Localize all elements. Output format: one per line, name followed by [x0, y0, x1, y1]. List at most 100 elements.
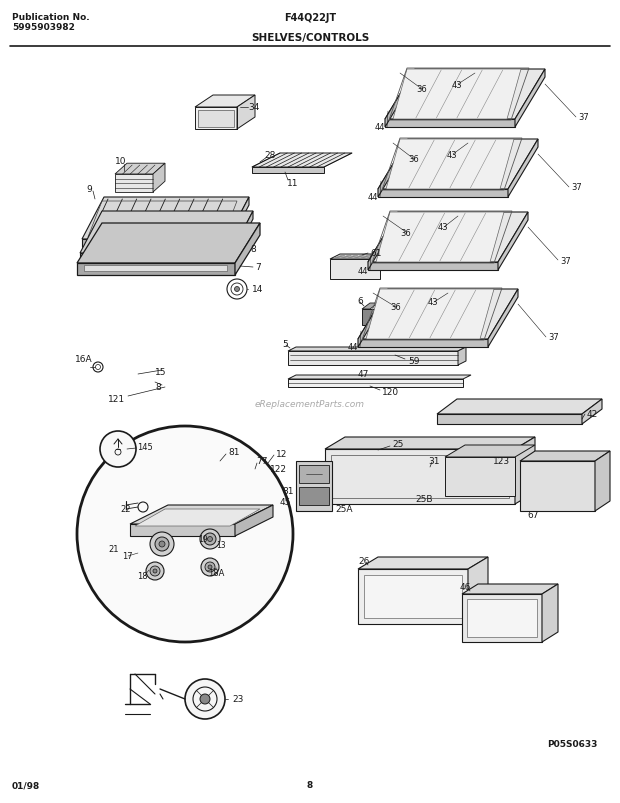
Polygon shape — [330, 259, 380, 279]
Text: 123: 123 — [493, 457, 510, 466]
Text: 61: 61 — [370, 248, 381, 257]
Polygon shape — [582, 400, 602, 425]
Polygon shape — [299, 466, 329, 483]
Circle shape — [200, 694, 210, 704]
Text: 28: 28 — [264, 151, 275, 161]
Text: 37: 37 — [548, 333, 559, 342]
Text: 122: 122 — [270, 465, 287, 474]
Text: 44: 44 — [358, 266, 368, 275]
Polygon shape — [358, 569, 468, 624]
Text: 16A: 16A — [75, 355, 92, 364]
Text: 18A: 18A — [208, 569, 224, 578]
Polygon shape — [252, 154, 352, 168]
Text: 8: 8 — [307, 781, 313, 789]
Text: 6: 6 — [357, 297, 363, 306]
Polygon shape — [542, 585, 558, 642]
Polygon shape — [130, 505, 273, 524]
Text: 31: 31 — [428, 457, 440, 466]
Polygon shape — [462, 585, 558, 594]
Text: 9: 9 — [86, 185, 92, 194]
Polygon shape — [288, 376, 471, 380]
Text: 21: 21 — [108, 544, 118, 554]
Text: 12: 12 — [276, 450, 288, 459]
Circle shape — [155, 537, 169, 552]
Text: 81: 81 — [228, 448, 239, 457]
Text: 34: 34 — [248, 104, 259, 112]
Polygon shape — [515, 438, 535, 504]
Text: 37: 37 — [578, 113, 589, 122]
Polygon shape — [198, 111, 234, 128]
Polygon shape — [378, 140, 538, 190]
Polygon shape — [77, 224, 260, 263]
Text: 145: 145 — [137, 443, 153, 452]
Text: 42: 42 — [587, 410, 598, 419]
Polygon shape — [385, 120, 515, 128]
Text: 44: 44 — [368, 194, 378, 202]
Polygon shape — [299, 487, 329, 505]
Polygon shape — [498, 213, 528, 271]
Polygon shape — [445, 458, 515, 496]
Polygon shape — [520, 451, 610, 462]
Text: 7: 7 — [255, 263, 261, 272]
Polygon shape — [235, 224, 260, 275]
Polygon shape — [115, 164, 165, 175]
Circle shape — [234, 287, 239, 292]
Text: SHELVES/CONTROLS: SHELVES/CONTROLS — [251, 33, 369, 43]
Circle shape — [201, 558, 219, 577]
Polygon shape — [334, 256, 345, 259]
Polygon shape — [288, 352, 458, 365]
Circle shape — [205, 562, 215, 573]
Text: 25B: 25B — [415, 495, 433, 503]
Text: 67: 67 — [527, 510, 539, 519]
Polygon shape — [288, 380, 463, 388]
Polygon shape — [437, 414, 582, 425]
Polygon shape — [237, 96, 255, 130]
Polygon shape — [508, 140, 538, 198]
Polygon shape — [353, 256, 365, 259]
Circle shape — [153, 569, 157, 573]
Polygon shape — [458, 348, 466, 365]
Polygon shape — [130, 524, 235, 536]
Polygon shape — [386, 140, 514, 190]
Text: 37: 37 — [571, 183, 582, 192]
Polygon shape — [437, 400, 602, 414]
Polygon shape — [231, 212, 253, 262]
Text: 10: 10 — [115, 157, 126, 166]
Text: Publication No.: Publication No. — [12, 13, 90, 22]
Text: 44: 44 — [348, 343, 358, 352]
Text: F44Q22JT: F44Q22JT — [284, 13, 336, 23]
Polygon shape — [360, 256, 371, 259]
Text: eReplacementParts.com: eReplacementParts.com — [255, 400, 365, 409]
Text: 43: 43 — [452, 80, 463, 89]
Polygon shape — [358, 340, 488, 348]
Text: 5995903982: 5995903982 — [12, 22, 75, 31]
Text: 25: 25 — [392, 440, 404, 449]
Polygon shape — [82, 240, 227, 247]
Polygon shape — [362, 310, 378, 325]
Polygon shape — [358, 557, 488, 569]
Text: 81: 81 — [282, 487, 293, 496]
Polygon shape — [445, 446, 535, 458]
Polygon shape — [82, 198, 249, 240]
Polygon shape — [80, 254, 231, 262]
Polygon shape — [467, 599, 537, 638]
Text: 36: 36 — [416, 85, 427, 95]
Text: 43: 43 — [428, 298, 438, 307]
Text: 121: 121 — [108, 395, 125, 404]
Text: 59: 59 — [408, 357, 420, 366]
Circle shape — [185, 679, 225, 719]
Text: 22: 22 — [120, 505, 130, 514]
Polygon shape — [235, 505, 273, 536]
Polygon shape — [358, 290, 388, 348]
Polygon shape — [115, 175, 153, 193]
Polygon shape — [325, 438, 535, 450]
Polygon shape — [195, 96, 255, 108]
Polygon shape — [330, 255, 390, 259]
Text: 5: 5 — [282, 340, 288, 349]
Circle shape — [150, 532, 174, 556]
Polygon shape — [378, 190, 508, 198]
Polygon shape — [595, 451, 610, 512]
Circle shape — [208, 537, 213, 542]
Polygon shape — [296, 462, 332, 512]
Circle shape — [208, 565, 212, 569]
